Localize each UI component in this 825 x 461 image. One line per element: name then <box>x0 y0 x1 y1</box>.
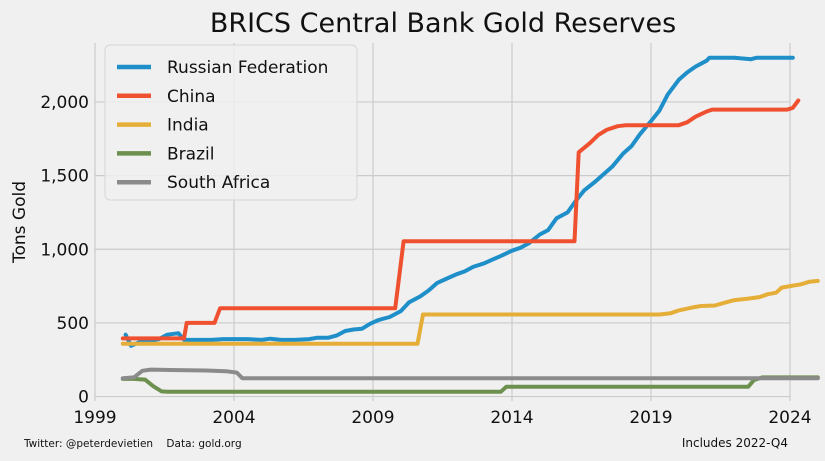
series-line-india <box>120 278 820 346</box>
legend-label: Brazil <box>167 144 214 164</box>
y-tick-label: 1,500 <box>40 167 89 187</box>
y-tick-label: 0 <box>78 388 89 408</box>
footer-note: Includes 2022-Q4 <box>682 436 788 450</box>
x-tick-label: 1999 <box>73 408 116 428</box>
footer-credits: Twitter: @peterdevietien Data: gold.org <box>23 438 242 450</box>
chart-title: BRICS Central Bank Gold Reserves <box>210 8 676 39</box>
legend-label: China <box>167 87 216 107</box>
y-tick-label: 2,000 <box>40 93 89 113</box>
y-axis-label: Tons Gold <box>10 181 30 264</box>
x-tick-label: 2004 <box>212 408 255 428</box>
legend-label: Russian Federation <box>167 58 328 78</box>
y-tick-label: 500 <box>57 314 89 334</box>
series-line-china <box>120 98 801 341</box>
legend-label: India <box>167 116 209 136</box>
series-line-russian-federation <box>123 55 795 348</box>
x-tick-label: 2009 <box>351 408 394 428</box>
legend-label: South Africa <box>167 173 270 193</box>
series-line-brazil <box>120 375 820 394</box>
series-line-south-africa <box>120 367 820 381</box>
x-tick-label: 2024 <box>768 408 811 428</box>
legend-box <box>104 44 358 201</box>
x-tick-label: 2014 <box>490 408 533 428</box>
y-tick-label: 1,000 <box>40 240 89 260</box>
x-tick-label: 2019 <box>629 408 672 428</box>
